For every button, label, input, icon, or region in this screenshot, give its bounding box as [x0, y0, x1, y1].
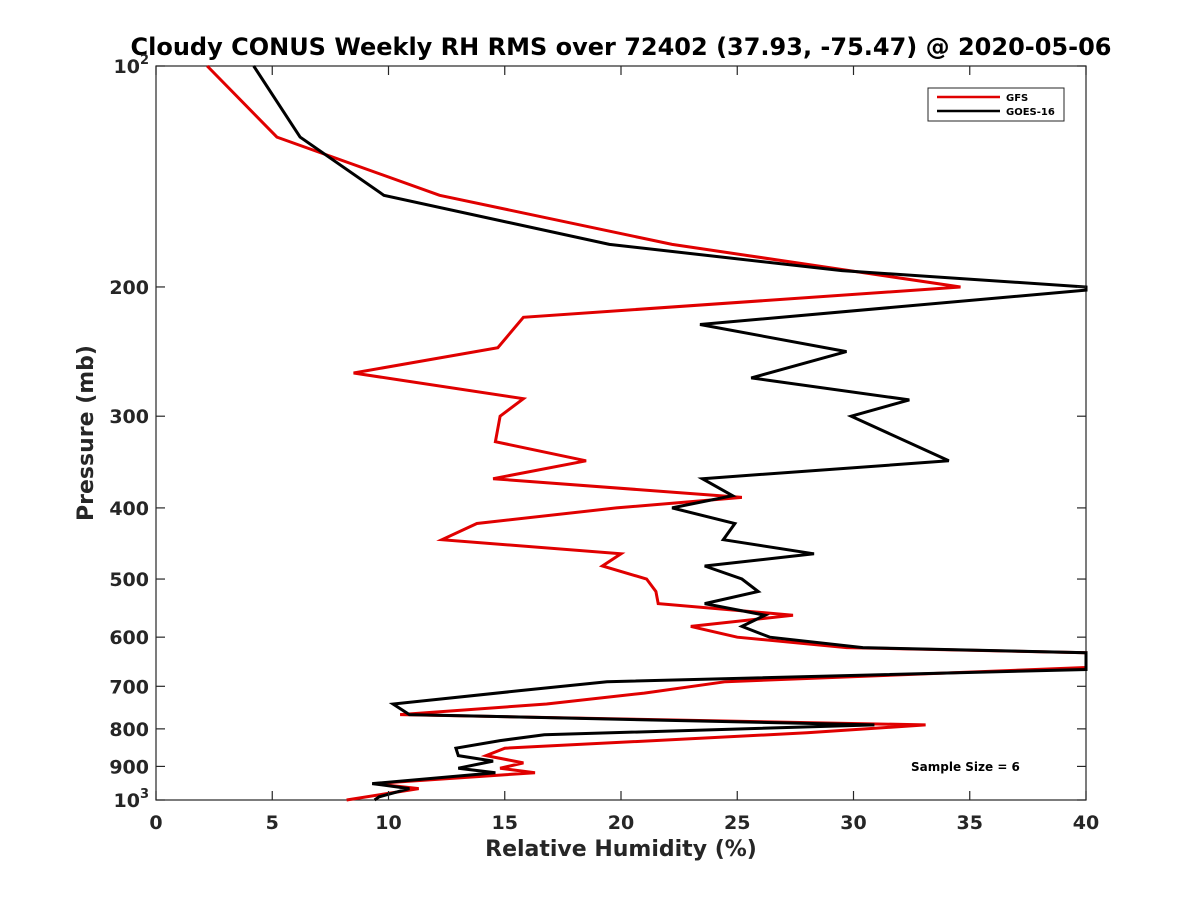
y-tick-label: 102	[114, 53, 150, 78]
series-layer	[206, 64, 1088, 802]
x-tick-label: 30	[840, 812, 866, 834]
series-line-gfs	[206, 64, 1088, 802]
y-tick-label: 700	[109, 676, 149, 698]
x-tick-label: 0	[149, 812, 162, 834]
y-tick-label: 400	[109, 498, 149, 520]
x-tick-label: 15	[492, 812, 518, 834]
x-axis-ticks: 0 5 10 15 20 25 30 35 40	[149, 66, 1099, 834]
x-tick-label: 20	[608, 812, 634, 834]
series-line-goes-16	[252, 65, 1088, 802]
legend-label-gfs: GFS	[1006, 93, 1028, 104]
legend-label-goes-16: GOES-16	[1006, 107, 1055, 118]
y-tick-label: 800	[109, 719, 149, 741]
legend-box	[927, 87, 1065, 122]
legend: GFS GOES-16	[927, 87, 1065, 122]
x-tick-label: 25	[724, 812, 750, 834]
y-axis-ticks: 102 200 300 400 500 600 700 800 900 103	[109, 53, 1086, 812]
y-tick-label: 600	[109, 627, 149, 649]
x-tick-label: 35	[957, 812, 983, 834]
x-axis-label: Relative Humidity (%)	[485, 837, 757, 862]
y-tick-label: 200	[109, 277, 149, 299]
chart-title: Cloudy CONUS Weekly RH RMS over 72402 (3…	[131, 33, 1112, 61]
x-tick-label: 5	[266, 812, 279, 834]
x-tick-label: 40	[1073, 812, 1099, 834]
plot-area-frame	[155, 65, 1087, 801]
y-axis-label: Pressure (mb)	[74, 345, 99, 521]
sample-size-annotation: Sample Size = 6	[911, 760, 1020, 774]
x-tick-label: 10	[375, 812, 401, 834]
y-tick-label: 900	[109, 756, 149, 778]
y-tick-label: 300	[109, 406, 149, 428]
y-tick-label: 103	[114, 787, 150, 812]
y-tick-label: 500	[109, 569, 149, 591]
